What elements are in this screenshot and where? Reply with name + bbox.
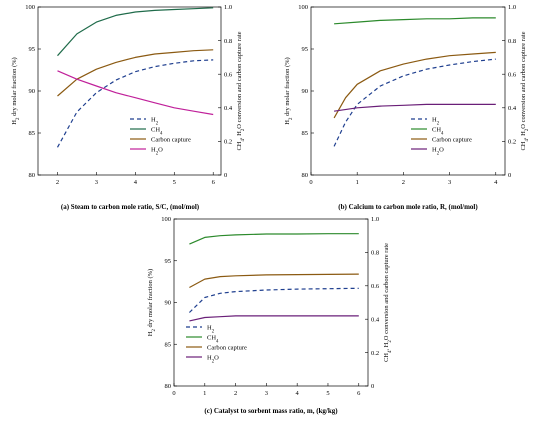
plot-frame — [173, 218, 369, 387]
y-right-tick-label: 0.2 — [508, 139, 516, 146]
legend-label: Carbon capture — [432, 136, 472, 143]
y-left-tick-label: 85 — [302, 130, 309, 137]
series-line-h2o — [57, 70, 214, 116]
legend-label: CH4 — [432, 126, 444, 136]
y-left-tick-label: 85 — [165, 341, 172, 348]
legend-label: H2O — [432, 146, 444, 156]
y-left-axis-label: H2 dry molar fraction (%) — [284, 57, 294, 124]
series-line-h2 — [333, 58, 496, 147]
legend-label: H2 — [432, 116, 440, 126]
series-line-h2 — [188, 287, 359, 313]
series-line-h2 — [56, 59, 214, 148]
y-right-axis-label: CH4, H2O conversion and carbon capture r… — [383, 243, 393, 362]
y-right-tick-label: 0 — [224, 172, 227, 179]
y-right-tick-label: 0.2 — [371, 350, 379, 357]
x-tick-label: 5 — [326, 390, 329, 397]
y-left-tick-label: 80 — [165, 383, 172, 390]
y-right-tick-label: 0 — [371, 383, 374, 390]
x-tick-label: 6 — [357, 390, 361, 397]
y-right-axis-label: CH4, H2O conversion and carbon capture r… — [520, 31, 530, 150]
y-right-tick-label: 0.8 — [371, 250, 379, 257]
y-left-tick-label: 100 — [25, 4, 35, 11]
legend-label: CH4 — [207, 334, 219, 344]
y-right-tick-label: 0.4 — [508, 105, 517, 112]
chart-panel-c: 0 1 2 3 4 5 6 80 85 90 95 100 0 0.2 0.4 0.6 0.8 1.0 H2 dry… — [147, 216, 393, 415]
legend-label: H2 — [151, 116, 159, 126]
x-tick-label: 2 — [234, 390, 237, 397]
y-right-tick-label: 0.4 — [224, 105, 233, 112]
y-left-tick-label: 90 — [165, 300, 172, 307]
series-line-ch4 — [57, 7, 214, 57]
chart-panel-a: 2 3 4 5 6 80 85 90 95 100 0 0.2 0.4 0.6 0.8 1.0 H2 dry m… — [11, 4, 246, 211]
x-tick-label: 4 — [134, 179, 138, 186]
plot-frame — [37, 6, 222, 176]
x-tick-label: 4 — [494, 179, 498, 186]
x-tick-label: 1 — [356, 179, 359, 186]
x-tick-label: 3 — [95, 179, 98, 186]
x-tick-label: 5 — [173, 179, 176, 186]
legend-label: Carbon capture — [207, 344, 247, 351]
series-line-h2o — [334, 103, 496, 112]
y-left-tick-label: 80 — [29, 172, 36, 179]
series-line-ch4 — [334, 17, 496, 25]
x-tick-label: 2 — [402, 179, 405, 186]
y-right-tick-label: 0.4 — [371, 316, 380, 323]
y-right-tick-label: 0.6 — [508, 71, 517, 78]
y-left-tick-label: 100 — [161, 216, 171, 223]
chart-caption: (b) Calcium to carbon mole ratio, R, (mo… — [338, 203, 478, 211]
y-left-axis-label: H2 dry molar fraction (%) — [147, 269, 157, 336]
series-line-ch4 — [189, 233, 359, 245]
y-left-tick-label: 90 — [29, 88, 36, 95]
y-right-tick-label: 0 — [508, 172, 511, 179]
legend-label: H2 — [207, 324, 215, 334]
series-line-carbon-capture — [189, 273, 359, 289]
y-left-axis-label: H2 dry molar fraction (%) — [11, 57, 21, 124]
legend-label: CH4 — [151, 126, 163, 136]
x-tick-label: 0 — [309, 179, 312, 186]
y-right-tick-label: 1.0 — [508, 4, 516, 11]
legend-label: Carbon capture — [151, 136, 191, 143]
chart-caption: (c) Catalyst to sorbent mass ratio, m, (… — [204, 407, 338, 415]
y-left-tick-label: 95 — [165, 258, 172, 265]
y-left-tick-label: 85 — [29, 130, 36, 137]
y-left-tick-label: 100 — [298, 4, 308, 11]
plot-frame — [310, 6, 506, 176]
y-right-tick-label: 0.6 — [224, 71, 233, 78]
x-tick-label: 1 — [203, 390, 206, 397]
y-right-tick-label: 0.8 — [224, 38, 232, 45]
x-tick-label: 2 — [56, 179, 59, 186]
series-line-h2o — [189, 315, 359, 322]
chart-caption: (a) Steam to carbon mole ratio, S/C, (mo… — [61, 203, 200, 211]
y-right-tick-label: 0.2 — [224, 139, 232, 146]
x-tick-label: 0 — [172, 390, 175, 397]
x-tick-label: 3 — [265, 390, 268, 397]
legend-label: H2O — [151, 146, 163, 156]
y-right-tick-label: 1.0 — [371, 216, 379, 223]
y-right-tick-label: 0.6 — [371, 283, 380, 290]
y-left-tick-label: 90 — [302, 88, 309, 95]
y-left-tick-label: 95 — [29, 46, 36, 53]
y-left-tick-label: 95 — [302, 46, 309, 53]
y-right-axis-label: CH4, H2O conversion and carbon capture r… — [236, 31, 246, 150]
y-left-tick-label: 80 — [302, 172, 309, 179]
y-right-tick-label: 0.8 — [508, 38, 516, 45]
x-tick-label: 6 — [212, 179, 216, 186]
x-tick-label: 4 — [296, 390, 300, 397]
legend-label: H2O — [207, 354, 219, 364]
series-line-carbon-capture — [333, 51, 496, 119]
chart-panel-b: 0 1 2 3 4 80 85 90 95 100 0 0.2 0.4 0.6 0.8 1.0 H2 dry m… — [284, 4, 530, 211]
y-right-tick-label: 1.0 — [224, 4, 232, 11]
series-line-carbon-capture — [57, 49, 214, 97]
x-tick-label: 3 — [448, 179, 451, 186]
